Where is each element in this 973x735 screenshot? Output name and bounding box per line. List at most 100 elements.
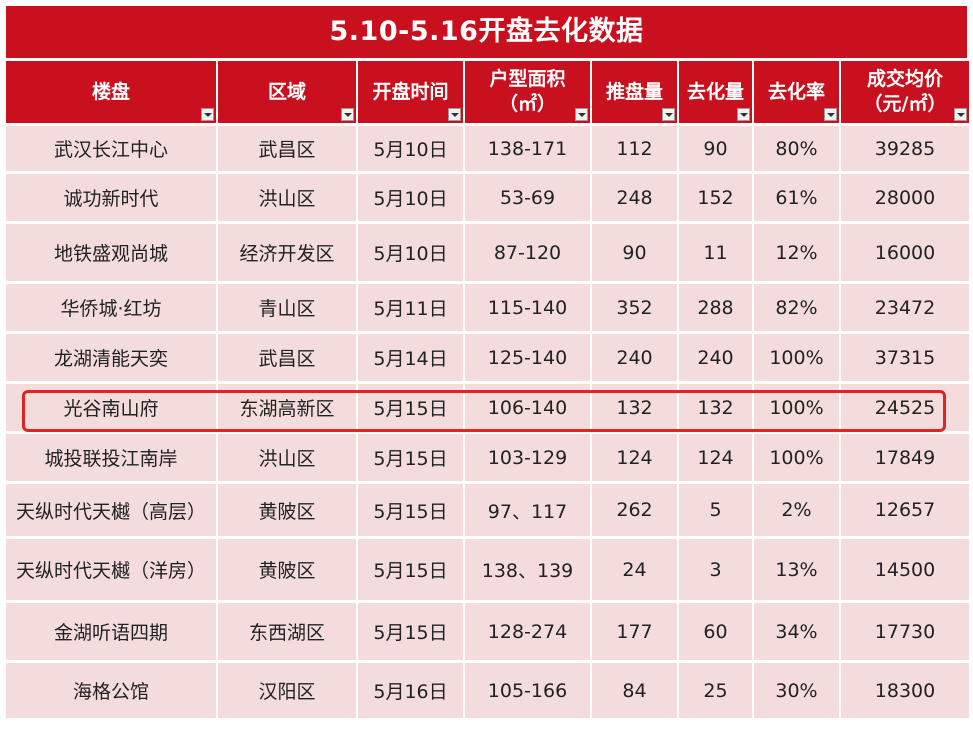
table-cell: 天纵时代天樾（高层） bbox=[6, 484, 216, 539]
column-header: 推盘量 bbox=[592, 58, 677, 126]
table-cell: 138、139 bbox=[465, 539, 590, 603]
header-row: 楼盘 区域 开盘时间 户型面积 （㎡） 推盘量 去化量 去化率 成交均价 （元/㎡） bbox=[6, 58, 969, 126]
table-cell: 3 bbox=[679, 539, 752, 603]
table-cell: 24525 bbox=[841, 384, 969, 434]
table-cell: 105-166 bbox=[465, 663, 590, 721]
table-cell: 龙湖清能天奕 bbox=[6, 334, 216, 384]
table-cell: 112 bbox=[592, 126, 677, 174]
table-cell: 5月15日 bbox=[358, 539, 463, 603]
table-cell: 24 bbox=[592, 539, 677, 603]
table-cell: 262 bbox=[592, 484, 677, 539]
table-cell: 14500 bbox=[841, 539, 969, 603]
table-cell: 2% bbox=[754, 484, 839, 539]
table-cell: 华侨城·红坊 bbox=[6, 284, 216, 334]
table-cell: 28000 bbox=[841, 174, 969, 224]
table-cell: 132 bbox=[679, 384, 752, 434]
table-row: 诚功新时代 洪山区 5月10日 53-69 248 152 61% 28000 bbox=[6, 174, 969, 224]
table-cell: 30% bbox=[754, 663, 839, 721]
filter-dropdown-icon[interactable] bbox=[201, 108, 214, 121]
table-cell: 城投联投江南岸 bbox=[6, 434, 216, 484]
table-cell: 金湖听语四期 bbox=[6, 603, 216, 663]
filter-dropdown-icon[interactable] bbox=[954, 108, 967, 121]
table-cell: 97、117 bbox=[465, 484, 590, 539]
column-header: 去化率 bbox=[754, 58, 839, 126]
table-cell: 经济开发区 bbox=[218, 224, 356, 284]
table-cell: 240 bbox=[592, 334, 677, 384]
table-cell: 17730 bbox=[841, 603, 969, 663]
table-cell: 240 bbox=[679, 334, 752, 384]
table-cell: 84 bbox=[592, 663, 677, 721]
table-cell: 东西湖区 bbox=[218, 603, 356, 663]
column-header-label: 楼盘 bbox=[91, 80, 130, 103]
table-row-highlighted: 光谷南山府 东湖高新区 5月15日 106-140 132 132 100% 24525 bbox=[6, 384, 969, 434]
column-header-label: 开盘时间 bbox=[372, 80, 449, 103]
table-cell: 138-171 bbox=[465, 126, 590, 174]
table-cell: 18300 bbox=[841, 663, 969, 721]
table-cell: 61% bbox=[754, 174, 839, 224]
table-cell: 87-120 bbox=[465, 224, 590, 284]
table-body: 武汉长江中心 武昌区 5月10日 138-171 112 90 80% 39285 诚功新时代洪… bbox=[6, 126, 969, 721]
table-cell: 100% bbox=[754, 434, 839, 484]
table-row: 城投联投江南岸 洪山区 5月15日 103-129 124 124 100% 17849 bbox=[6, 434, 969, 484]
table-cell: 5月11日 bbox=[358, 284, 463, 334]
table-row: 海格公馆 汉阳区 5月16日 105-166 84 25 30% 18300 bbox=[6, 663, 969, 721]
table-cell: 汉阳区 bbox=[218, 663, 356, 721]
table-cell: 16000 bbox=[841, 224, 969, 284]
table-title: 5.10-5.16开盘去化数据 bbox=[6, 6, 967, 58]
table-cell: 地铁盛观尚城 bbox=[6, 224, 216, 284]
filter-dropdown-icon[interactable] bbox=[575, 108, 588, 121]
filter-dropdown-icon[interactable] bbox=[662, 108, 675, 121]
table-cell: 5月10日 bbox=[358, 224, 463, 284]
table-cell: 5月15日 bbox=[358, 434, 463, 484]
table-cell: 90 bbox=[592, 224, 677, 284]
table-cell: 53-69 bbox=[465, 174, 590, 224]
column-header-unit: （元/㎡） bbox=[863, 93, 947, 115]
filter-dropdown-icon[interactable] bbox=[737, 108, 750, 121]
column-header: 楼盘 bbox=[6, 58, 216, 126]
table-cell: 106-140 bbox=[465, 384, 590, 434]
table-cell: 5 bbox=[679, 484, 752, 539]
table-cell: 东湖高新区 bbox=[218, 384, 356, 434]
table-cell: 诚功新时代 bbox=[6, 174, 216, 224]
column-header-label: 成交均价 bbox=[866, 68, 943, 90]
table-cell: 39285 bbox=[841, 126, 969, 174]
filter-dropdown-icon[interactable] bbox=[824, 108, 837, 121]
table-cell: 82% bbox=[754, 284, 839, 334]
table-cell: 5月10日 bbox=[358, 174, 463, 224]
column-header-unit: （㎡） bbox=[498, 93, 556, 115]
table-cell: 5月14日 bbox=[358, 334, 463, 384]
table-cell: 5月15日 bbox=[358, 484, 463, 539]
table-cell: 11 bbox=[679, 224, 752, 284]
column-header-label: 推盘量 bbox=[605, 80, 663, 103]
table-cell: 5月15日 bbox=[358, 384, 463, 434]
table-cell: 光谷南山府 bbox=[6, 384, 216, 434]
table-cell: 103-129 bbox=[465, 434, 590, 484]
table-cell: 武昌区 bbox=[218, 334, 356, 384]
table-cell: 黄陂区 bbox=[218, 484, 356, 539]
filter-dropdown-icon[interactable] bbox=[341, 108, 354, 121]
table-cell: 352 bbox=[592, 284, 677, 334]
table-cell: 60 bbox=[679, 603, 752, 663]
data-sheet: 5.10-5.16开盘去化数据 楼盘 区域 开盘时间 户型面积 （㎡） 推盘量 去化量 去化率… bbox=[6, 6, 969, 721]
table-cell: 128-274 bbox=[465, 603, 590, 663]
column-header: 成交均价 （元/㎡） bbox=[841, 58, 969, 126]
table-row: 天纵时代天樾（洋房） 黄陂区 5月15日 138、139 24 3 13% 14500 bbox=[6, 539, 969, 603]
filter-dropdown-icon[interactable] bbox=[448, 108, 461, 121]
table-cell: 288 bbox=[679, 284, 752, 334]
table-row: 天纵时代天樾（高层） 黄陂区 5月15日 97、117 262 5 2% 12657 bbox=[6, 484, 969, 539]
column-header: 户型面积 （㎡） bbox=[465, 58, 590, 126]
table-cell: 177 bbox=[592, 603, 677, 663]
table-cell: 青山区 bbox=[218, 284, 356, 334]
table-row: 武汉长江中心 武昌区 5月10日 138-171 112 90 80% 39285 bbox=[6, 126, 969, 174]
table-cell: 23472 bbox=[841, 284, 969, 334]
table-row: 华侨城·红坊 青山区 5月11日 115-140 352 288 82% 23472 bbox=[6, 284, 969, 334]
table-cell: 12% bbox=[754, 224, 839, 284]
table-cell: 124 bbox=[679, 434, 752, 484]
column-header: 去化量 bbox=[679, 58, 752, 126]
table-cell: 黄陂区 bbox=[218, 539, 356, 603]
table-cell: 152 bbox=[679, 174, 752, 224]
table-cell: 248 bbox=[592, 174, 677, 224]
sales-table: 楼盘 区域 开盘时间 户型面积 （㎡） 推盘量 去化量 去化率 成交均价 （元/㎡） 武汉长江中心… bbox=[4, 58, 971, 721]
table-cell: 37315 bbox=[841, 334, 969, 384]
table-cell: 25 bbox=[679, 663, 752, 721]
